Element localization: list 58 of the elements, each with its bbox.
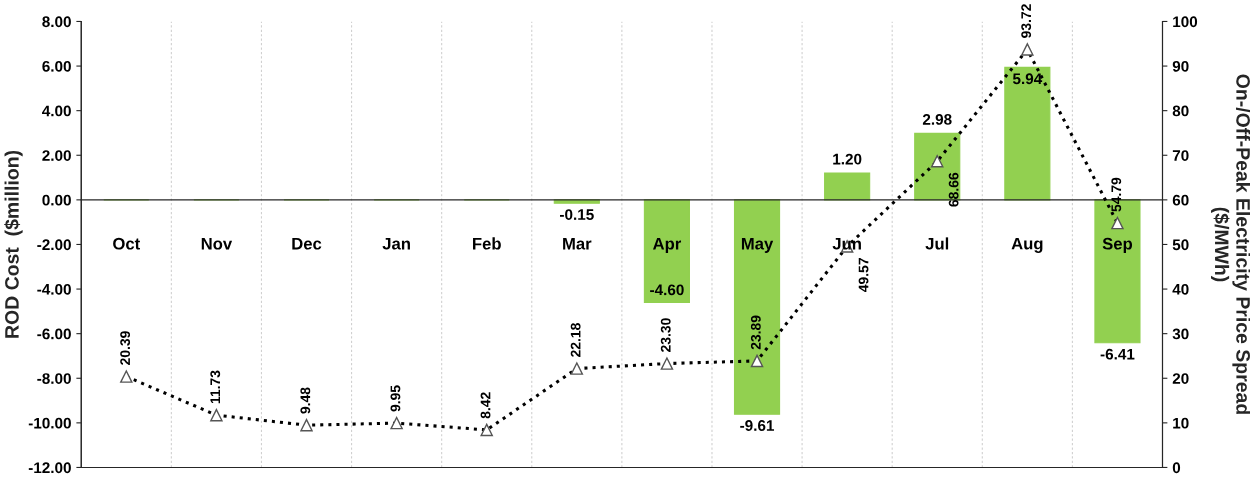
data-label: -6.41 xyxy=(1100,348,1135,360)
data-label: 2.98 xyxy=(922,114,952,125)
y-tick-label: 4.00 xyxy=(42,105,71,117)
x-tick-label: Dec xyxy=(292,237,322,250)
y-tick-label: 6.00 xyxy=(42,60,71,72)
x-tick-label: Oct xyxy=(113,237,140,250)
x-tick-label: Nov xyxy=(201,237,233,250)
y2-tick-label: 80 xyxy=(1172,105,1189,117)
y-tick-label: 8.00 xyxy=(42,16,71,28)
y2-tick-label: 10 xyxy=(1173,417,1189,429)
data-label: 20.39 xyxy=(120,331,131,365)
data-label: -9.61 xyxy=(740,420,775,431)
x-tick-label: Jan xyxy=(382,237,410,250)
data-label: 9.95 xyxy=(390,385,401,412)
y2-tick-label: 0 xyxy=(1172,462,1181,474)
x-tick-label: Aug xyxy=(1011,237,1043,253)
data-label: -4.60 xyxy=(650,284,684,296)
y-axis-title: ROD Cost ($million) xyxy=(4,150,23,338)
y2-axis-title: On-/Off-Peak Electricity Price Spread ($/MWh) xyxy=(1211,74,1250,414)
data-label: 9.48 xyxy=(300,387,311,414)
x-tick-label: Apr xyxy=(652,237,682,253)
y-tick-label: -4.00 xyxy=(37,283,71,295)
data-label: 68.66 xyxy=(948,172,959,207)
data-label: 93.72 xyxy=(1021,4,1032,38)
x-tick-label: Jul xyxy=(925,237,949,250)
y2-tick-label: 50 xyxy=(1172,239,1189,251)
y2-tick-label: 30 xyxy=(1172,328,1189,340)
data-label: 8.42 xyxy=(480,392,491,419)
data-label: 22.18 xyxy=(570,323,581,357)
data-label: 11.73 xyxy=(210,370,221,404)
y-tick-label: -12.00 xyxy=(28,462,71,474)
y-tick-label: -8.00 xyxy=(37,373,71,384)
y2-tick-label: 20 xyxy=(1172,373,1189,384)
y2-tick-label: 70 xyxy=(1172,150,1189,161)
data-label: 5.94 xyxy=(1012,73,1043,85)
y-tick-label: 0.00 xyxy=(42,194,71,206)
bar xyxy=(1004,66,1051,201)
y2-tick-label: 100 xyxy=(1173,16,1198,28)
data-label: 23.30 xyxy=(660,318,671,352)
bar xyxy=(643,199,691,303)
y2-tick-label: 90 xyxy=(1172,60,1189,72)
y-tick-label: -6.00 xyxy=(37,328,71,340)
data-label: 23.89 xyxy=(750,315,761,350)
bar xyxy=(824,172,871,201)
y-tick-label: -2.00 xyxy=(37,239,71,251)
bar xyxy=(733,199,781,415)
x-tick-label: Sep xyxy=(1102,237,1133,253)
data-label: 54.79 xyxy=(1111,177,1122,212)
x-tick-label: May xyxy=(741,237,774,253)
y2-tick-label: 60 xyxy=(1172,194,1189,206)
data-label: -0.15 xyxy=(560,209,594,220)
x-tick-label: Mar xyxy=(563,237,592,250)
y-tick-label: -10.00 xyxy=(28,417,71,429)
y2-tick-label: 40 xyxy=(1172,283,1189,295)
data-label: 1.20 xyxy=(833,153,862,165)
data-label: 49.57 xyxy=(858,258,869,293)
x-tick-label: Feb xyxy=(473,237,501,250)
y-tick-label: 2.00 xyxy=(42,150,71,161)
